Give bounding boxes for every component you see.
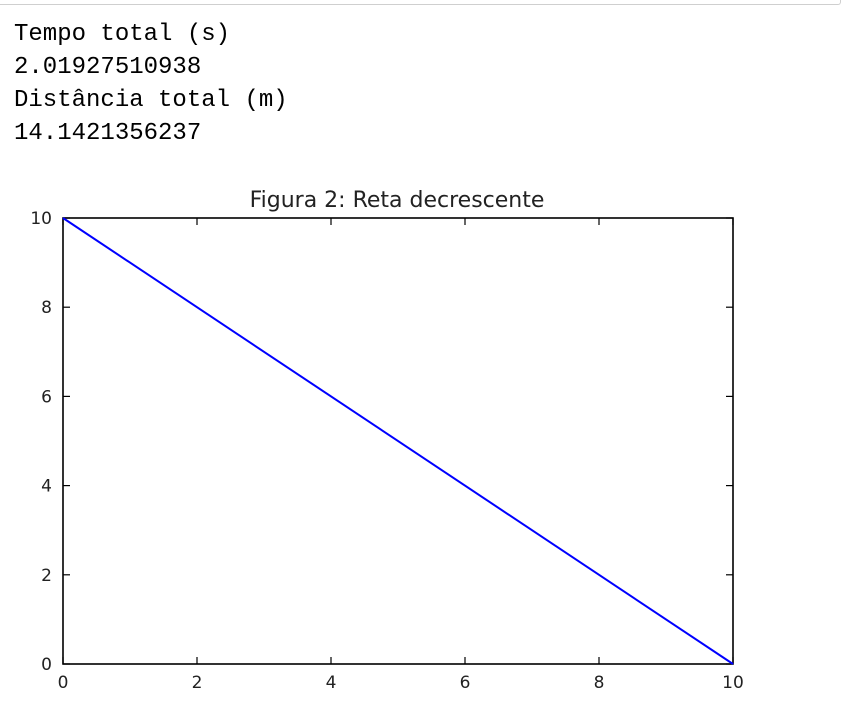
y-tick-label: 6	[41, 387, 52, 407]
x-tick-label: 6	[460, 673, 471, 693]
cell-output-text: Tempo total (s) 2.01927510938 Distância …	[14, 18, 288, 150]
x-tick-label: 0	[58, 673, 69, 693]
output-line: 2.01927510938	[14, 54, 202, 81]
chart-title: Figura 2: Reta decrescente	[250, 188, 545, 213]
axis-ticks: 0 2 4 6 8 10 0 2 4 6 8 10	[30, 209, 743, 693]
output-line: Tempo total (s)	[14, 21, 231, 48]
plot-frame	[62, 217, 734, 665]
cell-separator	[0, 0, 841, 5]
y-tick-label: 0	[41, 655, 52, 675]
series-group	[62, 217, 734, 665]
output-line: 14.1421356237	[14, 120, 202, 147]
x-tick-label: 8	[594, 673, 605, 693]
x-tick-label: 4	[326, 673, 337, 693]
output-line: Distância total (m)	[14, 87, 288, 114]
y-tick-label: 4	[41, 477, 52, 497]
y-tick-label: 2	[41, 566, 52, 586]
series-line	[62, 217, 734, 665]
x-tick-label: 10	[722, 673, 744, 693]
x-tick-label: 2	[192, 673, 203, 693]
y-tick-label: 8	[41, 298, 52, 318]
y-tick-label: 10	[30, 209, 52, 229]
